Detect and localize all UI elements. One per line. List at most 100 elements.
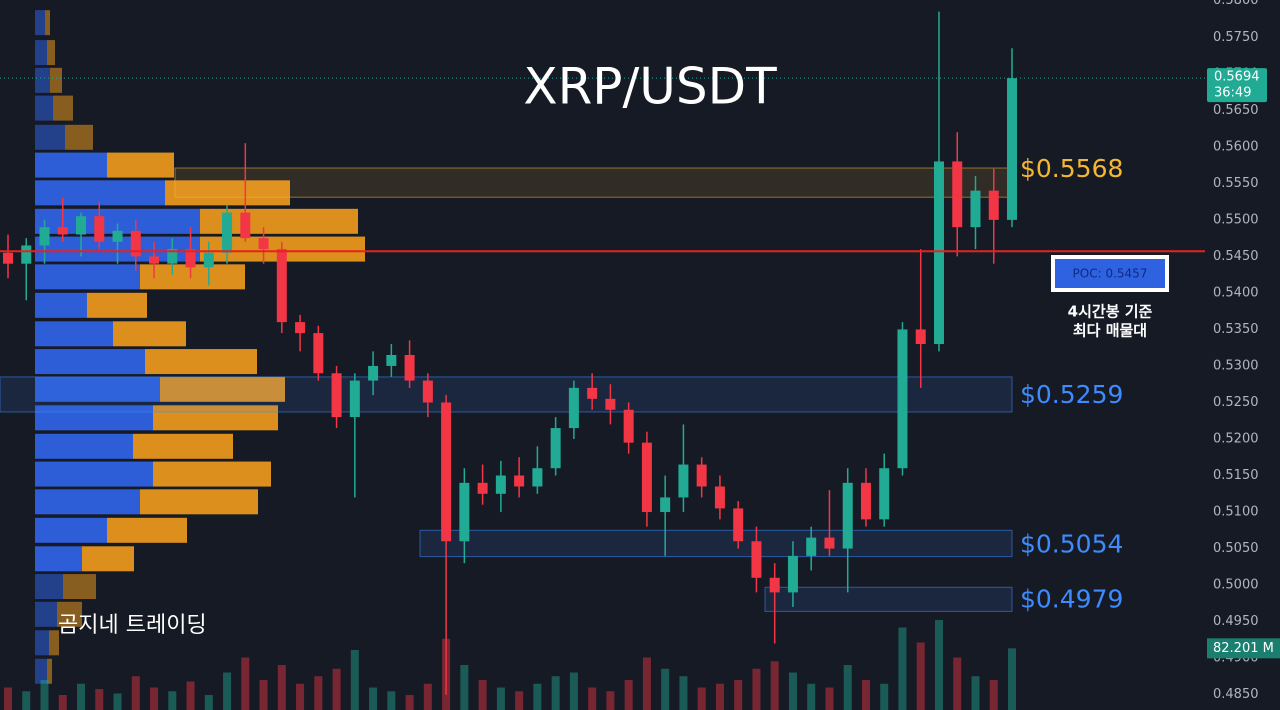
candle-body (769, 577, 780, 593)
profile-buy-bar (35, 124, 65, 150)
profile-sell-bar (57, 601, 82, 627)
poc-note: 최다 매물대 (1073, 322, 1147, 340)
volume-bar (825, 687, 834, 710)
volume-bar (642, 657, 651, 710)
candle-body (185, 249, 196, 268)
profile-buy-bar (35, 601, 57, 627)
y-tick-label: 0.5000 (1213, 578, 1259, 593)
level-label: $0.5568 (1020, 154, 1123, 183)
level-zone (419, 529, 1013, 558)
y-tick-label: 0.5350 (1213, 322, 1259, 337)
volume-bar (58, 695, 67, 710)
volume-bar (387, 691, 396, 710)
y-tick-label: 0.5100 (1213, 505, 1259, 520)
volume-bar (95, 689, 104, 710)
profile-sell-bar (47, 658, 52, 684)
profile-sell-bar (133, 433, 233, 459)
profile-sell-bar (107, 517, 187, 543)
volume-bar (533, 683, 542, 710)
volume-bar (40, 680, 49, 710)
volume-bar (551, 676, 560, 710)
candle-body (879, 468, 890, 520)
candle-body (568, 387, 579, 429)
volume-bar (22, 691, 31, 710)
profile-sell-bar (87, 292, 147, 318)
volume-bar (496, 687, 505, 710)
candle-body (733, 508, 744, 542)
y-tick-label: 0.4950 (1213, 614, 1259, 629)
volume-bar (478, 680, 487, 710)
volume-bar (971, 676, 980, 710)
volume-bar (168, 691, 177, 710)
y-tick-label: 0.4850 (1213, 687, 1259, 702)
profile-sell-bar (165, 180, 290, 206)
volume-bar (423, 683, 432, 710)
candle-body (787, 555, 798, 593)
candle-body (94, 216, 105, 242)
volume-bar (661, 668, 670, 710)
candle-body (331, 373, 342, 418)
candle-body (130, 230, 141, 257)
volume-bar (296, 683, 305, 710)
profile-buy-bar (35, 40, 47, 66)
y-tick-label: 0.5450 (1213, 249, 1259, 264)
volume-bar (369, 687, 378, 710)
profile-sell-bar (65, 124, 93, 150)
candle-body (386, 355, 397, 366)
profile-sell-bar (140, 489, 258, 515)
y-tick-label: 0.5150 (1213, 468, 1259, 483)
profile-sell-bar (47, 40, 55, 66)
candle-body (952, 161, 963, 228)
volume-bar (186, 681, 195, 710)
y-tick-label: 0.5500 (1213, 212, 1259, 227)
y-tick-label: 0.5600 (1213, 139, 1259, 154)
volume-bar (752, 668, 761, 710)
y-tick-label: 0.5550 (1213, 176, 1259, 191)
candle-body (714, 486, 725, 509)
profile-buy-bar (35, 546, 82, 572)
candle-body (842, 482, 853, 549)
volume-bar (679, 676, 688, 710)
volume-bar (4, 687, 12, 710)
candle-body (258, 238, 269, 250)
profile-buy-bar (35, 180, 165, 206)
profile-sell-bar (145, 349, 257, 375)
chart-title: XRP/USDT (523, 58, 777, 116)
profile-sell-bar (107, 152, 174, 178)
volume-bar (460, 665, 469, 710)
y-tick-label: 0.5300 (1213, 358, 1259, 373)
candle-body (495, 475, 506, 494)
price-tag-timer: 36:49 (1214, 86, 1251, 101)
candle-body (404, 355, 415, 381)
candle-body (57, 227, 68, 235)
profile-buy-bar (35, 10, 45, 36)
profile-buy-bar (35, 67, 50, 93)
candle-body (477, 482, 488, 494)
level-label: $0.5259 (1020, 380, 1123, 409)
candle-body (587, 387, 598, 399)
candle-body (678, 464, 689, 498)
candle-body (149, 256, 160, 264)
candle-body (276, 249, 287, 323)
candle-body (313, 333, 324, 374)
volume-bar (770, 661, 779, 710)
profile-sell-bar (113, 321, 186, 347)
volume-bar (241, 657, 250, 710)
y-tick-label: 0.5400 (1213, 285, 1259, 300)
candle-body (21, 245, 32, 264)
price-tag-value: 0.5694 (1214, 70, 1260, 85)
volume-bar (715, 683, 724, 710)
profile-buy-bar (35, 376, 160, 402)
volume-bar (934, 620, 943, 710)
profile-buy-bar (35, 517, 107, 543)
volume-bar (405, 695, 414, 710)
profile-buy-bar (35, 321, 113, 347)
volume-bar (624, 680, 633, 710)
volume-bar (880, 683, 889, 710)
profile-sell-bar (50, 67, 62, 93)
profile-sell-bar (82, 546, 134, 572)
profile-sell-bar (153, 405, 278, 431)
profile-buy-bar (35, 433, 133, 459)
